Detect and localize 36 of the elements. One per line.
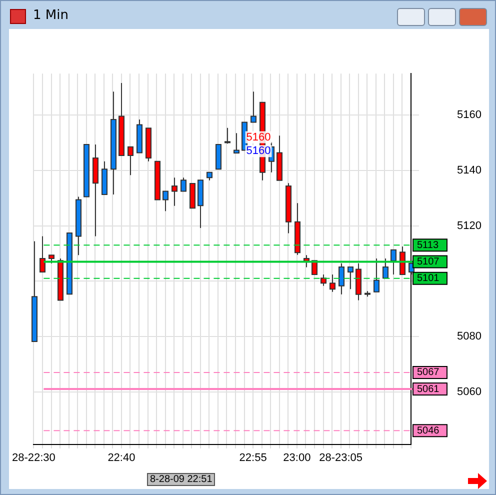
ref-line-label: 5101 (417, 273, 440, 284)
y-tick-label: 5120 (457, 220, 482, 232)
candlestick (382, 258, 388, 279)
ref-line-label: 5067 (417, 367, 440, 378)
candlestick (250, 91, 256, 123)
x-tick-label: 28-23:05 (319, 452, 363, 464)
candlestick (330, 274, 336, 292)
candlestick (40, 236, 46, 273)
candlestick (400, 246, 406, 275)
candlestick (390, 249, 396, 275)
y-tick-label: 5160 (457, 109, 482, 122)
candlestick (338, 262, 344, 295)
candlestick (180, 177, 186, 192)
ref-line-label: 5046 (417, 425, 440, 436)
y-tick-label: 5140 (457, 164, 482, 176)
x-tick-label: 23:00 (283, 452, 311, 464)
ref-line-label: 5113 (417, 240, 439, 251)
x-tick-label: 22:40 (108, 452, 136, 464)
text: 8-28-09 22:51 (147, 473, 216, 486)
x-tick-label: 22:55 (239, 452, 267, 464)
candlestick (374, 258, 380, 292)
annotation: 5160 (246, 131, 271, 144)
ref-line-label: 5061 (417, 384, 440, 395)
ref-line-label: 5107 (417, 256, 440, 268)
candlestick (320, 274, 326, 286)
candlestick (162, 190, 168, 212)
candlestick (172, 177, 178, 206)
annotation: 5160 (246, 145, 271, 158)
candlestick (348, 266, 354, 290)
candlestick (224, 127, 230, 144)
x-tick-label: 28-22:30 (12, 452, 56, 464)
candlestick (234, 132, 240, 154)
candlestick (128, 146, 134, 176)
y-tick-label: 5060 (457, 386, 482, 398)
chart-title: 1 Min (33, 8, 68, 23)
y-tick-label: 5080 (457, 330, 482, 343)
